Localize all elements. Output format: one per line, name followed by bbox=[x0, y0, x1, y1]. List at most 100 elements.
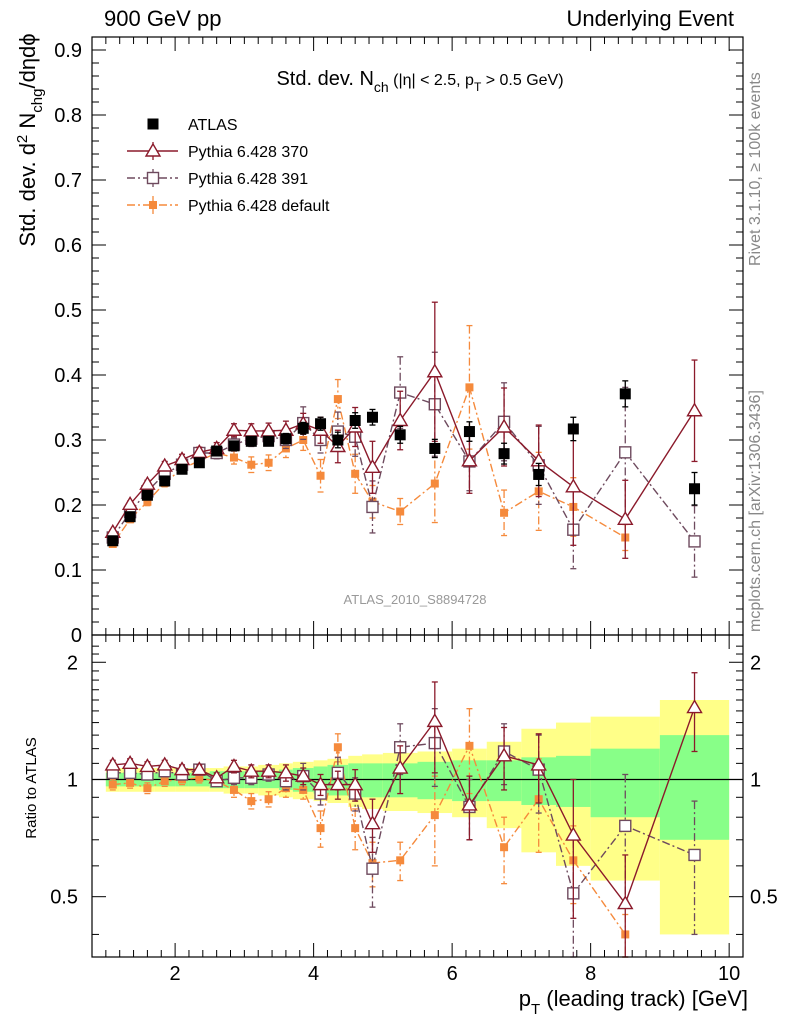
ratio-y-tick-label-right: 1 bbox=[750, 769, 761, 791]
header-left-label: 900 GeV pp bbox=[104, 6, 222, 31]
ratio-y-tick-label-left: 0.5 bbox=[50, 887, 78, 909]
main-point bbox=[495, 418, 513, 433]
ratio-band-inner bbox=[362, 763, 383, 798]
plot-title: Std. dev. Nch (|η| < 2.5, pT > 0.5 GeV) bbox=[276, 68, 563, 95]
main-point bbox=[159, 475, 171, 487]
main-series-pdef bbox=[108, 324, 630, 552]
ratio-point bbox=[461, 796, 478, 811]
main-point bbox=[366, 500, 379, 514]
ratio-point bbox=[346, 776, 364, 791]
main-point bbox=[366, 411, 378, 423]
ratio-point bbox=[530, 756, 547, 771]
x-tick-label: 2 bbox=[170, 963, 181, 985]
y-tick-label: 0.9 bbox=[54, 40, 82, 62]
main-point bbox=[173, 451, 191, 466]
ratio-point bbox=[281, 784, 290, 793]
main-point bbox=[124, 511, 136, 523]
ratio-point bbox=[243, 762, 260, 777]
ratio-point bbox=[351, 824, 360, 833]
main-point bbox=[364, 458, 381, 473]
ratio-series-p370 bbox=[104, 672, 703, 958]
ratio-point bbox=[104, 756, 121, 771]
ratio-y-tick-label-left: 1 bbox=[67, 769, 78, 791]
main-point bbox=[686, 402, 703, 417]
ylabel-sub: chg bbox=[29, 89, 46, 113]
xlabel-pre: p bbox=[519, 986, 531, 1011]
legend-marker bbox=[147, 118, 159, 130]
legend-marker bbox=[144, 142, 162, 157]
ratio-point bbox=[465, 741, 474, 750]
main-point bbox=[264, 458, 273, 467]
y-axis-label-ratio: Ratio to ATLAS bbox=[23, 737, 40, 838]
ratio-point bbox=[156, 756, 173, 771]
main-point bbox=[688, 535, 701, 548]
main-point bbox=[465, 383, 474, 392]
main-point bbox=[617, 510, 634, 525]
main-point bbox=[565, 478, 582, 493]
main-point bbox=[260, 422, 277, 437]
ratio-point bbox=[227, 771, 241, 784]
ratio-y-tick-label-right: 0.5 bbox=[750, 887, 778, 909]
ratio-point bbox=[208, 769, 225, 784]
main-point bbox=[498, 448, 510, 460]
legend-entry-label: Pythia 6.428 default bbox=[188, 198, 330, 215]
main-series-p370 bbox=[104, 301, 703, 559]
ratio-point bbox=[247, 797, 256, 806]
plot-title-rest2: > 0.5 GeV) bbox=[481, 72, 563, 89]
main-point bbox=[228, 440, 240, 452]
ylabel-sup: 2 bbox=[14, 135, 31, 143]
ratio-point bbox=[565, 826, 582, 841]
legend-entry-label: Pythia 6.428 391 bbox=[188, 171, 308, 188]
y-tick-label: 0.5 bbox=[54, 300, 82, 322]
ratio-point bbox=[260, 762, 277, 777]
ratio-frame bbox=[91, 634, 744, 958]
x-tick-label: 10 bbox=[718, 963, 740, 985]
main-point bbox=[391, 412, 409, 427]
main-point bbox=[143, 497, 152, 506]
ratio-point bbox=[173, 761, 191, 776]
ratio-point bbox=[430, 811, 439, 820]
main-point bbox=[332, 434, 344, 446]
main-point bbox=[533, 468, 545, 480]
main-point bbox=[156, 457, 173, 472]
legend-marker bbox=[149, 201, 157, 209]
y-tick-label: 0.2 bbox=[54, 495, 82, 517]
main-point bbox=[245, 435, 257, 447]
y-tick-label: 0.6 bbox=[54, 235, 82, 257]
ylabel-post: /dηdϕ bbox=[15, 33, 40, 88]
x-tick-label: 4 bbox=[308, 963, 319, 985]
main-point bbox=[229, 453, 238, 462]
main-point bbox=[297, 422, 309, 434]
ratio-point bbox=[391, 759, 409, 774]
main-point bbox=[243, 422, 260, 437]
ratio-point bbox=[295, 767, 312, 782]
ratio-point bbox=[229, 785, 238, 794]
header-right-label: Underlying Event bbox=[566, 6, 734, 31]
ratio-point bbox=[396, 856, 405, 865]
ratio-point bbox=[225, 758, 243, 773]
y-tick-label: 0.8 bbox=[54, 105, 82, 127]
main-series-atlas bbox=[107, 380, 701, 547]
x-axis-label: pT (leading track) [GeV] bbox=[519, 986, 748, 1018]
y-tick-label: 0.4 bbox=[54, 365, 82, 387]
ratio-point bbox=[312, 776, 329, 791]
ratio-point bbox=[139, 758, 156, 773]
ratio-point bbox=[126, 778, 135, 787]
ratio-point bbox=[191, 761, 208, 776]
ratio-y-tick-label-left: 2 bbox=[67, 652, 78, 674]
ratio-point bbox=[426, 712, 444, 728]
ylabel-pre: Std. dev. d bbox=[15, 143, 40, 247]
main-point bbox=[225, 421, 243, 436]
ratio-y-tick-label-right: 2 bbox=[750, 652, 761, 674]
ratio-point bbox=[333, 743, 342, 752]
main-point bbox=[121, 495, 139, 511]
main-point bbox=[316, 471, 325, 480]
y-tick-label: 0.3 bbox=[54, 430, 82, 452]
ratio-point bbox=[316, 824, 325, 833]
plot-title-sub2: T bbox=[474, 80, 482, 94]
main-point bbox=[619, 446, 632, 459]
ratio-point bbox=[143, 784, 152, 793]
ratio-point bbox=[688, 848, 701, 862]
ratio-point bbox=[121, 754, 139, 770]
